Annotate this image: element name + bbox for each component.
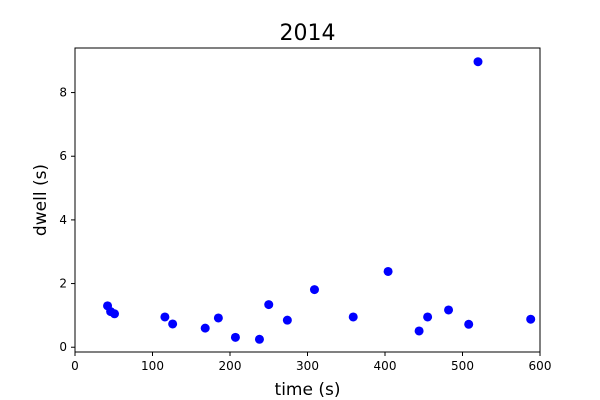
data-point xyxy=(254,334,264,344)
data-point xyxy=(423,312,433,322)
data-point xyxy=(309,285,319,295)
x-tick-label: 300 xyxy=(296,359,319,373)
data-point xyxy=(264,300,274,310)
x-tick-label: 0 xyxy=(71,359,79,373)
x-axis-label: time (s) xyxy=(275,380,341,400)
data-point xyxy=(168,319,178,329)
y-tick-label: 8 xyxy=(59,86,67,100)
x-tick-label: 100 xyxy=(141,359,164,373)
data-point xyxy=(282,315,292,325)
x-tick-label: 200 xyxy=(219,359,242,373)
data-point xyxy=(160,312,170,322)
chart-title: 2014 xyxy=(280,21,336,46)
data-point xyxy=(200,323,210,333)
y-axis: 0 2 4 6 8 xyxy=(59,86,75,354)
data-point xyxy=(444,305,454,315)
data-point xyxy=(473,57,483,67)
plot-area xyxy=(74,47,541,353)
data-point xyxy=(213,313,223,323)
data-point xyxy=(348,312,358,322)
data-point xyxy=(464,319,474,329)
data-point xyxy=(230,332,240,342)
data-points xyxy=(103,57,536,344)
data-point xyxy=(414,326,424,336)
data-point xyxy=(110,309,120,319)
y-tick-label: 6 xyxy=(59,149,67,163)
y-axis-label: dwell (s) xyxy=(31,164,51,236)
y-tick-label: 2 xyxy=(59,277,67,291)
y-tick-label: 4 xyxy=(59,213,67,227)
y-tick-label: 0 xyxy=(59,340,67,354)
data-point xyxy=(383,266,393,276)
data-point xyxy=(526,314,536,324)
x-tick-label: 500 xyxy=(451,359,474,373)
x-axis: 0 100 200 300 400 500 600 xyxy=(71,352,551,373)
x-tick-label: 400 xyxy=(374,359,397,373)
x-tick-label: 600 xyxy=(529,359,552,373)
